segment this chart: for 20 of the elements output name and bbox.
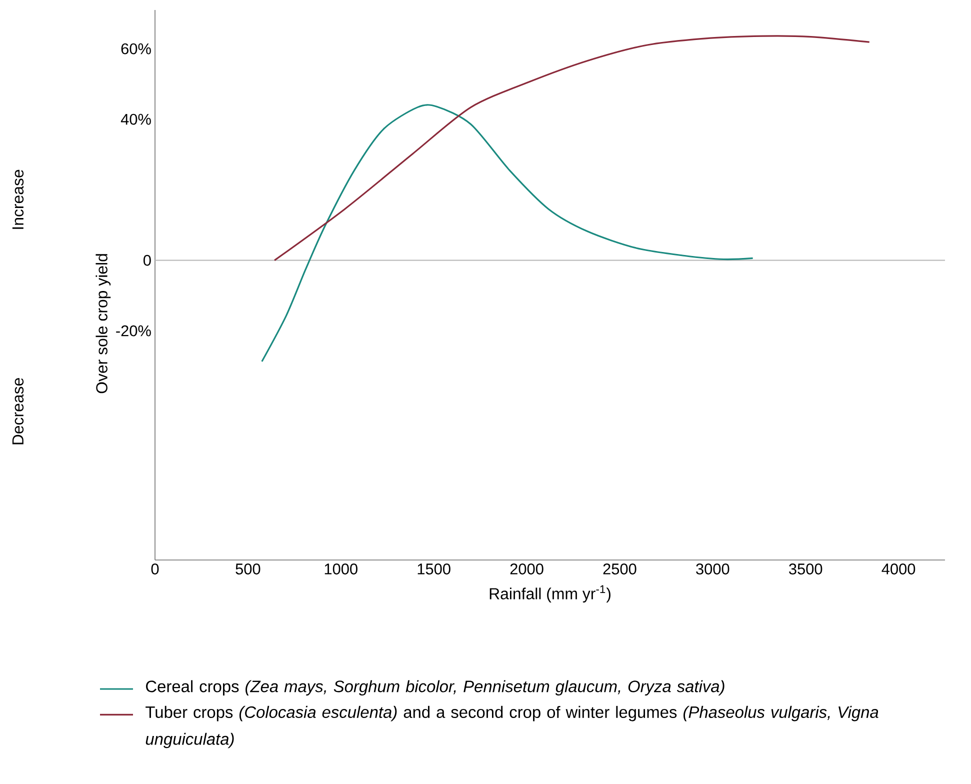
text: Decrease	[12, 378, 24, 444]
x-tick-label: 4000	[882, 564, 916, 574]
x-tick-label: 1000	[324, 564, 358, 574]
x-axis-title: Rainfall (mm yr$^{-1}$)	[490, 585, 610, 603]
y-axis-title: Over sole crop yield	[96, 254, 111, 394]
y-tick-label: -20%	[116, 325, 151, 336]
y-tick-label: 40%	[120, 114, 151, 125]
x-tick-label: 1500	[418, 564, 450, 574]
x-tick-label: 2000	[510, 564, 544, 574]
y-tick-label: 60%	[121, 43, 151, 54]
y-tick-label: 0	[144, 254, 151, 266]
text: Tuber crops (Colocasia esculenta) and a second crop of winter legumes (Phaseolus vulgaris, Vigna unguiculata)	[146, 706, 878, 748]
legend-label: Cereal crops (Zea mays, Sorghum bicolor, Pennisetum glaucum, Oryza sativa)	[146, 680, 724, 696]
x-tick-label: 3500	[789, 564, 822, 574]
x-tick-label: 0	[151, 564, 159, 574]
x-tick-label: 2500	[603, 564, 636, 574]
text: Increase	[12, 170, 24, 229]
x-tick-label: 500	[236, 564, 260, 574]
line-series	[274, 35, 870, 262]
x-tick-label: 3000	[696, 564, 730, 574]
